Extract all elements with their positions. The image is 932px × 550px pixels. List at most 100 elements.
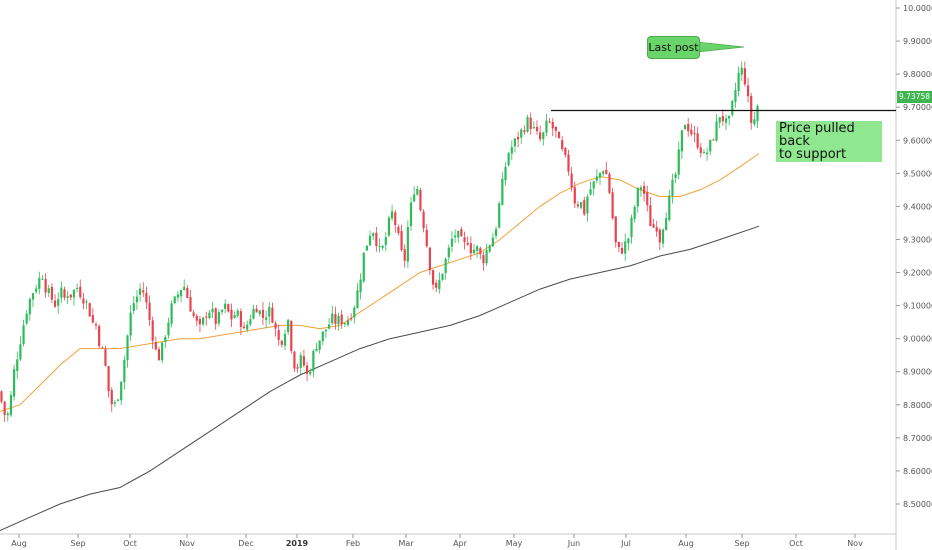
candle-body — [400, 231, 403, 250]
x-tick-label: Jun — [567, 539, 581, 548]
candle-body — [677, 149, 680, 175]
candle-body — [482, 255, 485, 264]
candle-body — [365, 245, 368, 251]
ma-200-path — [0, 225, 760, 531]
candle-body — [431, 270, 435, 285]
candle-body — [82, 298, 85, 304]
candle-body — [359, 279, 362, 293]
candle-body — [658, 229, 661, 243]
candle-body — [249, 319, 252, 325]
candle-body — [220, 309, 224, 312]
candle-body — [6, 413, 9, 416]
candle-body — [598, 173, 602, 178]
candle-body — [154, 342, 157, 350]
candle-body — [72, 289, 76, 298]
candle-body — [494, 229, 498, 236]
candle-body — [611, 192, 614, 219]
candle-body — [513, 138, 517, 147]
candle-body — [624, 241, 627, 254]
candle-body — [47, 288, 50, 294]
x-tick-label: Oct — [789, 539, 803, 548]
candle-body — [391, 211, 394, 219]
candle-body — [646, 192, 649, 206]
candle-body — [696, 133, 699, 148]
candle-body — [753, 119, 756, 125]
candle-body — [649, 205, 652, 227]
candle-body — [595, 176, 598, 181]
candle-body — [305, 365, 309, 374]
candle-body — [422, 211, 425, 229]
candle-body — [627, 238, 630, 244]
y-tick-label: 9.70000 — [903, 103, 932, 112]
candle-body — [406, 227, 409, 262]
x-tick-label: Oct — [123, 539, 137, 548]
candle-body — [636, 187, 639, 207]
candle-body — [356, 290, 359, 309]
candle-body — [350, 318, 353, 320]
candle-body — [258, 310, 261, 315]
candle-body — [633, 206, 636, 219]
candle-body — [466, 243, 469, 245]
candle-body — [454, 235, 457, 238]
candle-body — [671, 179, 674, 197]
candle-body — [643, 186, 646, 194]
candle-body — [340, 314, 343, 325]
candle-body — [750, 96, 753, 123]
candle-body — [737, 72, 740, 91]
candle-body — [129, 312, 132, 336]
y-axis-ticks: 10.00000 9.90000 9.80000 9.70000 9.60000 9.50… — [896, 4, 932, 509]
candle-body — [488, 245, 491, 252]
candle-body — [268, 306, 271, 317]
candle-body — [31, 293, 35, 300]
candle-body — [283, 333, 287, 346]
candle-body — [60, 287, 63, 298]
candle-body — [113, 402, 116, 404]
candle-body — [318, 340, 321, 350]
y-tick-label: 9.10000 — [903, 302, 932, 311]
candle-body — [287, 319, 290, 333]
candle-body — [202, 317, 205, 325]
candle-body — [469, 243, 472, 254]
candle-body — [296, 367, 299, 369]
candle-body — [324, 329, 328, 332]
candle-body — [652, 224, 655, 228]
candle-body — [0, 391, 3, 402]
candle-body — [491, 237, 494, 247]
candle-body — [523, 130, 526, 132]
candle-body — [145, 292, 148, 303]
x-tick-label: May — [506, 539, 523, 548]
y-tick-label: 8.80000 — [903, 401, 932, 410]
candle-body — [504, 166, 507, 181]
candle-body — [476, 246, 479, 252]
candle-body — [724, 118, 728, 123]
candle-body — [353, 307, 356, 318]
x-tick-label: Aug — [678, 539, 694, 548]
candle-body — [302, 356, 305, 366]
x-tick-label: Jul — [620, 539, 631, 548]
candle-body — [526, 116, 529, 132]
candle-body — [639, 187, 643, 190]
candle-body — [661, 229, 665, 244]
x-axis-ticks: Aug Sep Oct Nov Dec 2019 Feb Mar Apr May Jun Jul Aug… — [11, 534, 863, 548]
candle-body — [425, 229, 428, 247]
candle-body — [277, 330, 280, 340]
candle-body — [548, 121, 551, 123]
candle-body — [170, 303, 173, 324]
candle-body — [428, 247, 431, 271]
candle-body — [94, 324, 98, 326]
candle-body — [718, 117, 721, 123]
y-tick-label: 9.00000 — [903, 335, 932, 344]
candle-body — [205, 316, 208, 318]
candle-body — [164, 336, 167, 342]
candle-body — [479, 248, 482, 255]
x-tick-label: 2019 — [286, 539, 309, 548]
candle-body — [44, 279, 47, 293]
candle-body — [331, 313, 334, 324]
candle-body — [535, 126, 539, 132]
candle-body — [328, 324, 331, 329]
candle-body — [510, 147, 513, 154]
candle-body — [132, 303, 135, 311]
candle-body — [630, 217, 633, 238]
candle-body — [91, 315, 94, 323]
candle-body — [214, 308, 217, 324]
